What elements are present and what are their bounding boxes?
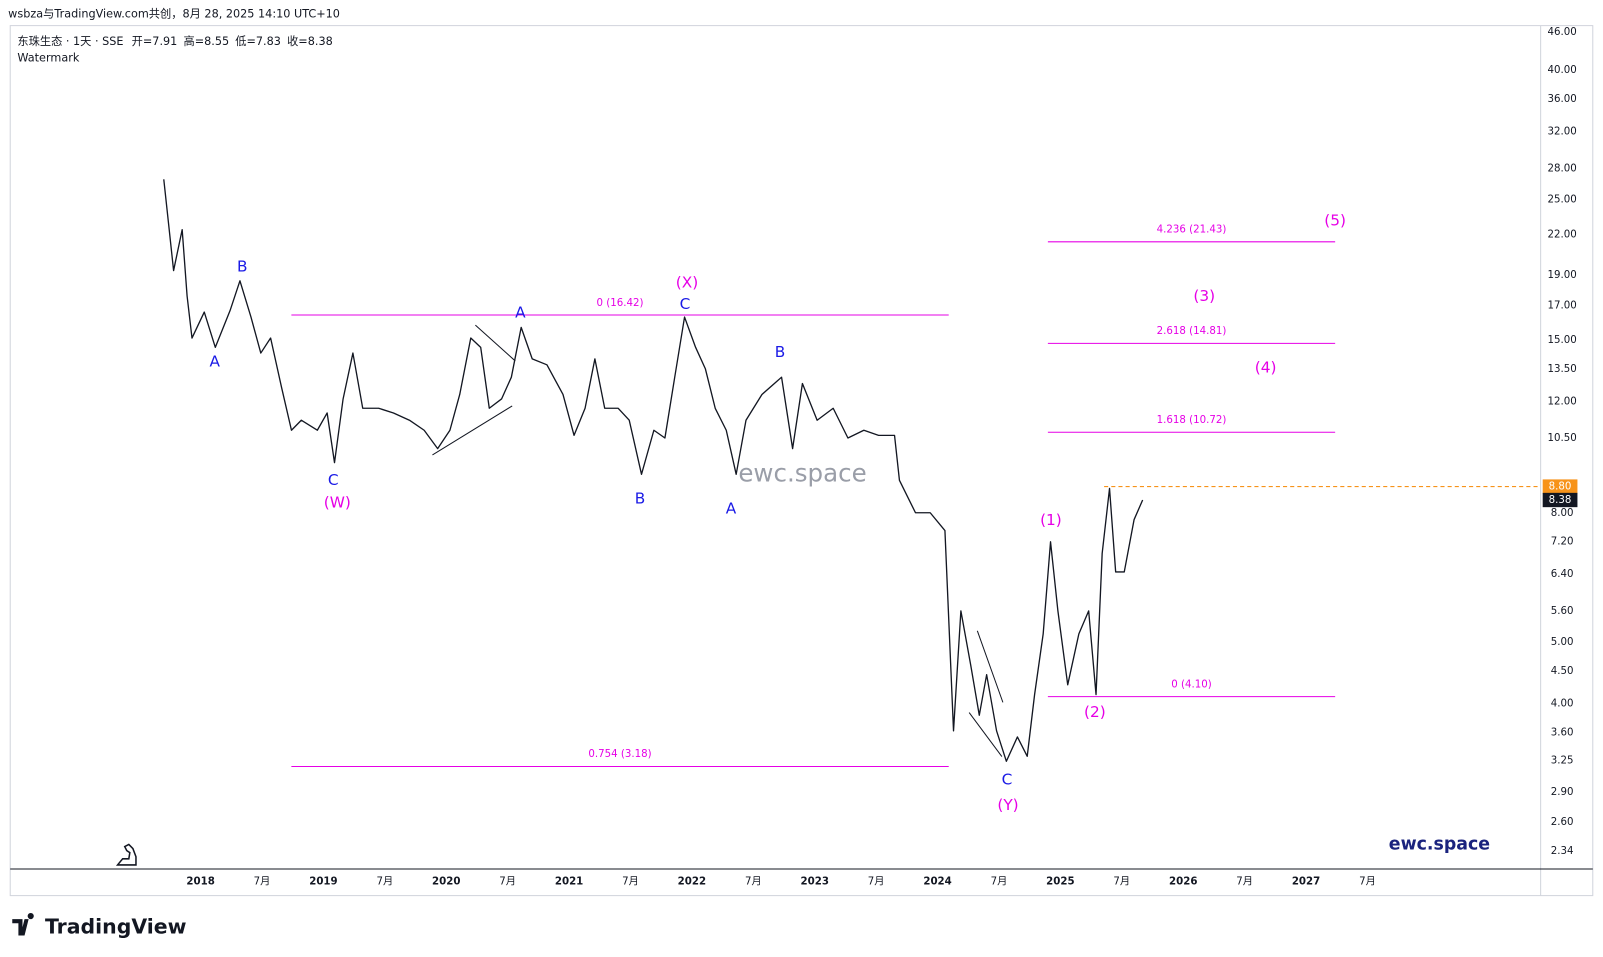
x-tick-label: 2021 [555, 876, 583, 887]
x-tick-label: 7月 [622, 875, 639, 887]
wave-label: A [515, 303, 526, 321]
price-label: 8.80 [1549, 482, 1572, 493]
trendline [432, 405, 513, 456]
x-tick-label: 2026 [1169, 876, 1197, 887]
y-tick-label: 2.90 [1551, 787, 1574, 798]
x-tick-label: 2025 [1046, 876, 1074, 887]
y-tick-label: 15.00 [1547, 335, 1576, 346]
fib-level-label: 0.754 (3.18) [588, 749, 651, 760]
price-label-box [1542, 492, 1578, 508]
x-tick-label: 2027 [1292, 876, 1320, 887]
y-tick-label: 4.50 [1551, 666, 1574, 677]
tv-logo-text: TradingView [45, 914, 187, 938]
x-tick-label: 7月 [1113, 875, 1130, 887]
y-tick-label: 10.50 [1547, 433, 1576, 444]
y-tick-label: 5.60 [1551, 606, 1574, 617]
wave-label: A [209, 352, 220, 370]
trendline [968, 712, 1003, 757]
y-tick-label: 32.00 [1547, 127, 1576, 138]
tv-logo: TradingView [12, 912, 187, 938]
tv-logo-mark [12, 912, 34, 936]
x-tick-label: 7月 [376, 875, 393, 887]
indicator: Watermark [17, 51, 79, 64]
fib-level-label: 1.618 (10.72) [1157, 415, 1227, 426]
y-tick-label: 7.20 [1551, 537, 1574, 548]
wave-label: C [328, 471, 339, 489]
x-tick-label: 2019 [309, 876, 337, 887]
legend: 东珠生态 · 1天 · SSE 开=7.91 高=8.55 低=7.83 收=8.38 [17, 34, 332, 48]
x-tick-label: 7月 [991, 875, 1008, 887]
fib-level-label: 2.618 (14.81) [1157, 326, 1227, 337]
wave-label: (2) [1084, 703, 1106, 721]
y-tick-label: 22.00 [1547, 230, 1576, 241]
y-tick-label: 2.34 [1551, 846, 1574, 857]
y-tick-label: 4.00 [1551, 698, 1574, 709]
ohlc: 高=8.55 [183, 34, 229, 48]
y-tick-label: 46.00 [1547, 27, 1576, 38]
trendlines [432, 324, 1004, 757]
y-tick-label: 8.00 [1551, 508, 1574, 519]
wave-label: B [237, 257, 248, 275]
y-tick-label: 28.00 [1547, 163, 1576, 174]
price-line [163, 179, 1144, 762]
wave-label: (Y) [997, 796, 1018, 814]
y-tick-label: 17.00 [1547, 300, 1576, 311]
trendline [976, 630, 1004, 703]
y-tick-label: 25.00 [1547, 194, 1576, 205]
x-tick-label: 7月 [1236, 875, 1253, 887]
wave-label: (W) [324, 494, 351, 512]
wave-label: C [1002, 771, 1013, 789]
x-tick-label: 2018 [186, 876, 214, 887]
ohlc: 开=7.91 [132, 35, 178, 48]
ohlc: 收=8.38 [287, 34, 333, 48]
y-tick-label: 6.40 [1551, 569, 1574, 580]
y-tick-label: 3.25 [1551, 755, 1574, 766]
x-tick-label: 7月 [499, 875, 516, 887]
ohlc: 低=7.83 [235, 35, 281, 48]
wave-label: B [775, 343, 786, 361]
wave-label: (X) [676, 274, 698, 292]
wave-label: (5) [1324, 211, 1346, 229]
y-tick-label: 3.60 [1551, 727, 1574, 738]
brand-label: ewc.space [1389, 834, 1490, 854]
wave-label: (4) [1255, 359, 1277, 377]
attribution: wsbza与TradingView.com共创，8月 28, 2025 14:1… [8, 7, 340, 20]
x-tick-label: 7月 [745, 875, 762, 887]
y-tick-label: 2.60 [1551, 817, 1574, 828]
dino-icon [115, 843, 137, 866]
wave-label: C [680, 295, 691, 313]
wave-label: A [726, 500, 737, 518]
fib-level-label: 0 (16.42) [597, 298, 644, 309]
y-tick-label: 12.00 [1547, 396, 1576, 407]
wave-label: B [635, 489, 646, 507]
x-tick-label: 2020 [432, 876, 460, 887]
y-tick-label: 40.00 [1547, 65, 1576, 76]
y-tick-label: 36.00 [1547, 94, 1576, 105]
fib-level-label: 0 (4.10) [1171, 679, 1211, 690]
x-tick-label: 7月 [254, 875, 271, 887]
x-tick-label: 7月 [1359, 875, 1376, 887]
x-tick-label: 2022 [678, 876, 706, 887]
trendline [475, 324, 516, 362]
x-tick-label: 2023 [801, 876, 829, 887]
y-tick-label: 13.50 [1547, 364, 1576, 375]
x-tick-label: 2024 [923, 876, 951, 887]
price-label-box [1542, 479, 1578, 494]
x-tick-label: 7月 [868, 875, 885, 887]
fib-level-label: 4.236 (21.43) [1157, 225, 1227, 236]
frame [9, 25, 1594, 897]
watermark: ewc.space [738, 458, 866, 487]
y-tick-label: 5.00 [1551, 637, 1574, 648]
y-tick-label: 19.00 [1547, 270, 1576, 281]
wave-label: (1) [1040, 511, 1062, 529]
wave-label: (3) [1193, 287, 1215, 305]
price-label: 8.38 [1549, 495, 1572, 506]
symbol: 东珠生态 · 1天 · SSE [17, 34, 123, 48]
